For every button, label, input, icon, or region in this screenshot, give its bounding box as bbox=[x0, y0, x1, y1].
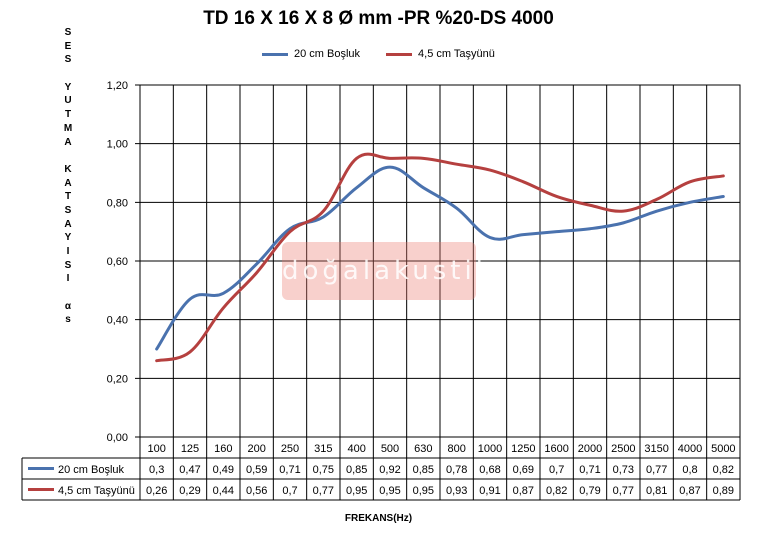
y-axis-label-char: T bbox=[64, 191, 72, 203]
y-tick-label: 0,40 bbox=[107, 315, 128, 327]
data-label: 0,56 bbox=[246, 485, 267, 497]
data-label: 0,85 bbox=[413, 464, 434, 476]
data-label: 0,82 bbox=[546, 485, 567, 497]
y-axis-label-char: S bbox=[64, 259, 72, 271]
data-label: 0,79 bbox=[579, 485, 600, 497]
data-label: 0,59 bbox=[246, 464, 267, 476]
x-tick-label: 800 bbox=[447, 443, 465, 455]
x-tick-label: 1000 bbox=[478, 443, 502, 455]
y-axis-label-char: α bbox=[64, 300, 72, 312]
legend-item-tasyunu: 4,5 cm Taşyünü bbox=[386, 48, 495, 60]
data-label: 0,87 bbox=[513, 485, 534, 497]
y-axis-label-char: K bbox=[64, 163, 72, 175]
data-label: 0,73 bbox=[613, 464, 634, 476]
data-label: 0,8 bbox=[682, 464, 697, 476]
data-label: 0,71 bbox=[279, 464, 300, 476]
y-tick-label: 0,00 bbox=[107, 432, 128, 444]
y-axis-label-char: S bbox=[64, 54, 72, 66]
data-label: 0,95 bbox=[379, 485, 400, 497]
series-line-1 bbox=[155, 152, 725, 363]
x-tick-label: 400 bbox=[347, 443, 365, 455]
data-label: 0,95 bbox=[346, 485, 367, 497]
y-tick-label: 1,20 bbox=[107, 80, 128, 92]
y-axis-label-char: U bbox=[64, 95, 72, 107]
legend-swatch-20cm bbox=[262, 52, 288, 56]
watermark-logo: doğalakustik bbox=[282, 242, 491, 300]
data-label: 0,89 bbox=[713, 485, 734, 497]
x-tick-label: 315 bbox=[314, 443, 332, 455]
y-axis-label-char: M bbox=[63, 122, 73, 134]
x-tick-label: 630 bbox=[414, 443, 432, 455]
y-tick-label: 0,20 bbox=[107, 373, 128, 385]
x-tick-label: 2000 bbox=[578, 443, 602, 455]
y-axis-label-char: S bbox=[64, 204, 72, 216]
legend-label-tasyunu: 4,5 cm Taşyünü bbox=[418, 48, 495, 60]
y-axis-label-char: Y bbox=[64, 232, 72, 244]
data-label: 0,68 bbox=[479, 464, 500, 476]
data-label: 0,82 bbox=[713, 464, 734, 476]
data-label: 0,7 bbox=[549, 464, 564, 476]
x-tick-label: 160 bbox=[214, 443, 232, 455]
legend: 20 cm Boşluk 4,5 cm Taşyünü bbox=[262, 48, 495, 60]
chart-title: TD 16 X 16 X 8 Ø mm -PR %20-DS 4000 bbox=[203, 8, 554, 29]
y-axis-label-char: A bbox=[64, 136, 72, 148]
x-tick-label: 3150 bbox=[644, 443, 668, 455]
y-axis-label-char: I bbox=[66, 273, 70, 285]
x-tick-label: 125 bbox=[181, 443, 199, 455]
data-label: 0,77 bbox=[613, 485, 634, 497]
data-label: 0,26 bbox=[146, 485, 167, 497]
data-label: 0,81 bbox=[646, 485, 667, 497]
y-axis-label-char: S bbox=[64, 27, 72, 38]
x-tick-label: 1600 bbox=[544, 443, 568, 455]
data-label: 0,77 bbox=[646, 464, 667, 476]
data-label: 0,78 bbox=[446, 464, 467, 476]
data-label: 0,44 bbox=[213, 485, 234, 497]
y-tick-label: 0,80 bbox=[107, 197, 128, 209]
series-line-0 bbox=[155, 165, 725, 351]
data-label: 0,92 bbox=[379, 464, 400, 476]
y-tick-label: 1,00 bbox=[107, 139, 128, 151]
x-tick-label: 250 bbox=[281, 443, 299, 455]
y-axis-label-char: T bbox=[64, 109, 72, 121]
data-label: 0,85 bbox=[346, 464, 367, 476]
data-label: 0,93 bbox=[446, 485, 467, 497]
x-tick-label: 1250 bbox=[511, 443, 535, 455]
data-label: 0,91 bbox=[479, 485, 500, 497]
x-tick-label: 5000 bbox=[711, 443, 735, 455]
data-label: 0,77 bbox=[313, 485, 334, 497]
table-series-name: 4,5 cm Taşyünü bbox=[58, 485, 135, 497]
x-tick-label: 100 bbox=[147, 443, 165, 455]
y-tick-label: 0,60 bbox=[107, 256, 128, 268]
y-axis-label-char: A bbox=[64, 218, 72, 230]
data-label: 0,95 bbox=[413, 485, 434, 497]
y-axis-label-char: s bbox=[65, 314, 71, 326]
data-label: 0,29 bbox=[179, 485, 200, 497]
legend-label-20cm: 20 cm Boşluk bbox=[294, 48, 361, 60]
y-axis-label-char: E bbox=[64, 40, 72, 52]
y-axis-label-char: A bbox=[64, 177, 72, 189]
legend-item-20cm: 20 cm Boşluk bbox=[262, 48, 360, 60]
table-series-name: 20 cm Boşluk bbox=[58, 464, 125, 476]
x-tick-label: 2500 bbox=[611, 443, 635, 455]
x-tick-label: 200 bbox=[247, 443, 265, 455]
data-label: 0,3 bbox=[149, 464, 164, 476]
x-tick-label: 500 bbox=[381, 443, 399, 455]
y-axis-label-char: Y bbox=[64, 81, 72, 93]
data-label: 0,71 bbox=[579, 464, 600, 476]
x-axis-label: FREKANS(Hz) bbox=[344, 513, 413, 524]
y-axis-label-char: I bbox=[66, 246, 70, 257]
data-label: 0,47 bbox=[179, 464, 200, 476]
legend-swatch-tasyunu bbox=[386, 52, 413, 56]
data-label: 0,49 bbox=[213, 464, 234, 476]
data-label: 0,7 bbox=[282, 485, 297, 497]
data-label: 0,75 bbox=[313, 464, 334, 476]
data-label: 0,87 bbox=[679, 485, 700, 497]
x-tick-label: 4000 bbox=[678, 443, 702, 455]
data-label: 0,69 bbox=[513, 464, 534, 476]
